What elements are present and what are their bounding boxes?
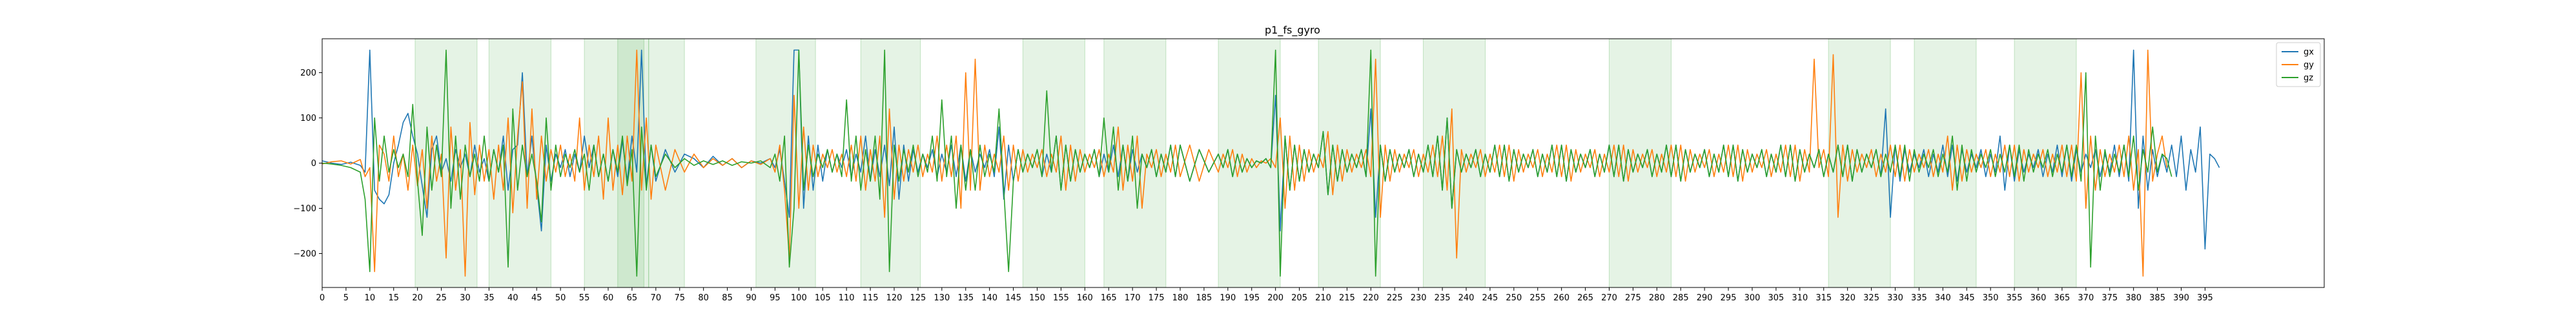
x-tick-label-55: 55	[579, 293, 590, 303]
x-tick-label-100: 100	[791, 293, 807, 303]
x-tick-label-215: 215	[1339, 293, 1355, 303]
x-tick-label-75: 75	[674, 293, 685, 303]
x-tick-label-310: 310	[1792, 293, 1808, 303]
x-tick-label-220: 220	[1363, 293, 1379, 303]
x-tick-label-25: 25	[436, 293, 447, 303]
x-tick-label-240: 240	[1458, 293, 1475, 303]
x-tick-label-225: 225	[1387, 293, 1403, 303]
x-tick-label-275: 275	[1625, 293, 1641, 303]
x-tick-label-170: 170	[1125, 293, 1141, 303]
legend-label-gz: gz	[2304, 74, 2313, 83]
x-tick-label-265: 265	[1577, 293, 1593, 303]
x-tick-label-195: 195	[1243, 293, 1260, 303]
x-tick-label-395: 395	[2197, 293, 2213, 303]
x-tick-label-50: 50	[555, 293, 566, 303]
x-tick-label-350: 350	[1983, 293, 1999, 303]
x-tick-label-140: 140	[981, 293, 997, 303]
x-tick-label-0: 0	[320, 293, 325, 303]
legend-label-gy: gy	[2304, 61, 2314, 70]
x-tick-label-210: 210	[1315, 293, 1331, 303]
x-tick-label-185: 185	[1196, 293, 1212, 303]
x-tick-label-85: 85	[722, 293, 733, 303]
x-tick-label-160: 160	[1077, 293, 1093, 303]
shaded-regions	[414, 38, 2077, 288]
x-tick-label-70: 70	[651, 293, 662, 303]
x-tick-label-285: 285	[1673, 293, 1689, 303]
y-tick-label-0: 0	[311, 159, 316, 169]
y-tick-label-200: 200	[300, 68, 316, 78]
x-tick-label-355: 355	[2007, 293, 2023, 303]
x-tick-label-95: 95	[770, 293, 781, 303]
x-tick-label-320: 320	[1839, 293, 1855, 303]
x-tick-label-90: 90	[746, 293, 757, 303]
x-tick-label-270: 270	[1601, 293, 1617, 303]
x-tick-label-35: 35	[484, 293, 495, 303]
x-tick-label-385: 385	[2149, 293, 2165, 303]
x-tick-label-255: 255	[1529, 293, 1546, 303]
x-tick-label-375: 375	[2101, 293, 2118, 303]
series-line-gz	[322, 49, 2172, 277]
x-tick-label-205: 205	[1291, 293, 1307, 303]
x-tick-label-20: 20	[412, 293, 423, 303]
x-tick-label-120: 120	[886, 293, 903, 303]
x-tick-label-330: 330	[1887, 293, 1903, 303]
x-tick-label-290: 290	[1697, 293, 1713, 303]
x-tick-label-125: 125	[910, 293, 926, 303]
y-tick-label--100: −100	[293, 204, 316, 214]
x-tick-label-325: 325	[1863, 293, 1879, 303]
x-tick-label-230: 230	[1411, 293, 1427, 303]
x-tick-label-105: 105	[815, 293, 831, 303]
legend-label-gx: gx	[2304, 48, 2314, 57]
shaded-region-2	[584, 38, 644, 288]
legend: gx gy gz	[2276, 42, 2321, 87]
x-tick-label-5: 5	[343, 293, 349, 303]
x-tick-label-280: 280	[1649, 293, 1665, 303]
x-tick-label-370: 370	[2078, 293, 2094, 303]
x-tick-label-45: 45	[531, 293, 542, 303]
x-tick-label-380: 380	[2125, 293, 2142, 303]
x-tick-label-60: 60	[603, 293, 614, 303]
y-tick-label--200: −200	[293, 249, 316, 259]
series-lines	[322, 49, 2220, 277]
x-tick-label-130: 130	[934, 293, 950, 303]
x-tick-label-345: 345	[1959, 293, 1975, 303]
x-tick-label-335: 335	[1911, 293, 1927, 303]
x-tick-label-305: 305	[1768, 293, 1784, 303]
x-tick-label-360: 360	[2030, 293, 2047, 303]
x-tick-label-390: 390	[2173, 293, 2189, 303]
shaded-region-11	[1423, 38, 1486, 288]
x-tick-label-295: 295	[1721, 293, 1737, 303]
x-axis: 0 5 10 15 20 25 30 35 40 45 50 55 60 65 70 75 80 85 90 95 10…	[320, 287, 2213, 303]
x-tick-label-190: 190	[1220, 293, 1236, 303]
x-tick-label-300: 300	[1744, 293, 1761, 303]
x-tick-label-155: 155	[1053, 293, 1069, 303]
x-tick-label-145: 145	[1005, 293, 1021, 303]
x-tick-label-340: 340	[1935, 293, 1951, 303]
x-tick-label-40: 40	[507, 293, 518, 303]
y-tick-label-100: 100	[300, 114, 316, 123]
x-tick-label-15: 15	[388, 293, 399, 303]
x-tick-label-235: 235	[1435, 293, 1451, 303]
x-tick-label-365: 365	[2054, 293, 2070, 303]
x-tick-label-200: 200	[1267, 293, 1283, 303]
x-tick-label-30: 30	[460, 293, 471, 303]
x-tick-label-180: 180	[1172, 293, 1189, 303]
x-tick-label-80: 80	[698, 293, 709, 303]
x-tick-label-250: 250	[1506, 293, 1522, 303]
x-tick-label-165: 165	[1101, 293, 1117, 303]
x-tick-label-150: 150	[1029, 293, 1045, 303]
x-tick-label-315: 315	[1815, 293, 1832, 303]
x-tick-label-10: 10	[365, 293, 376, 303]
x-tick-label-135: 135	[957, 293, 974, 303]
x-tick-label-245: 245	[1482, 293, 1498, 303]
chart-title: p1_fs_gyro	[1265, 24, 1320, 37]
x-tick-label-65: 65	[627, 293, 638, 303]
x-tick-label-110: 110	[839, 293, 855, 303]
y-axis: −200 −100 0 100 200	[293, 68, 322, 259]
x-tick-label-115: 115	[863, 293, 879, 303]
x-tick-label-260: 260	[1553, 293, 1569, 303]
x-tick-label-175: 175	[1149, 293, 1165, 303]
